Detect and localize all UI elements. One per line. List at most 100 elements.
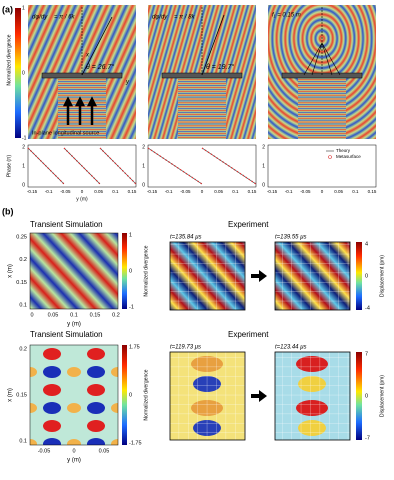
y-tick-label: 0.15: [16, 280, 27, 286]
x-tick-label: -0.1: [285, 189, 293, 194]
x-tick-label: 0: [321, 189, 324, 194]
phase-markers: [27, 147, 137, 185]
simulation-map: [29, 232, 119, 310]
x-tick-label: 0.1: [352, 189, 359, 194]
legend-entry: Metasurface: [336, 154, 361, 159]
arrow: [251, 270, 267, 282]
colorbar-tick: 0: [129, 268, 132, 274]
y-tick-label: 0.2: [19, 257, 27, 263]
simulation-map: [29, 344, 119, 446]
y-tick-label: 0.15: [16, 392, 27, 398]
x-tick-label: -0.15: [147, 189, 158, 194]
field-beam: [58, 75, 106, 139]
y-tick-label: 0.1: [19, 302, 27, 308]
legend-entry: Theory: [336, 148, 351, 153]
colorbar-tick: 7: [365, 351, 368, 357]
x-axis-label: y (m): [67, 322, 81, 328]
colorbar-tick: -1: [22, 135, 27, 141]
colorbar-tick: -1: [129, 304, 134, 310]
x-tick-label: 0.15: [368, 189, 377, 194]
colorbar: [15, 8, 21, 138]
y-tick-label: 0.1: [19, 438, 27, 444]
panel-label: (b): [2, 206, 14, 216]
field-beam: [178, 75, 226, 139]
y-tick-label: 2: [22, 144, 25, 150]
colorbar: [356, 352, 362, 440]
x-tick-label: 0.05: [334, 189, 343, 194]
y-tick-label: 2: [262, 144, 265, 150]
y-tick-label: 0: [22, 182, 25, 188]
x-tick-label: 0.05: [214, 189, 223, 194]
legend-marker: [328, 155, 332, 159]
x-tick-label: -0.05: [38, 448, 51, 454]
source-arrow: [86, 96, 98, 125]
colorbar-tick: 0: [129, 392, 132, 398]
colorbar-tick: -1.75: [129, 440, 142, 446]
section-title: Experiment: [228, 330, 269, 339]
time-label: t=135.84 μs: [170, 235, 201, 241]
colorbar-label: Normalized divergence: [143, 369, 149, 420]
ray: [81, 16, 113, 76]
y-tick-label: 0.25: [16, 234, 27, 240]
colorbar-tick: 0: [365, 393, 368, 399]
y-tick-label: 0: [142, 182, 145, 188]
x-tick-label: 0.05: [48, 312, 59, 318]
x-tick-label: 0: [30, 312, 33, 318]
colorbar-tick: 1.75: [129, 344, 140, 350]
source-label: In-plane longitudinal source: [32, 130, 99, 136]
x-tick-label: -0.1: [165, 189, 173, 194]
x-tick-label: -0.05: [300, 189, 311, 194]
x-tick-label: 0: [72, 448, 75, 454]
x-tick-label: 0: [201, 189, 204, 194]
source-arrow: [62, 96, 74, 125]
panel-label: (a): [2, 4, 13, 14]
ray: [201, 14, 225, 76]
y-tick-label: 1: [142, 163, 145, 169]
colorbar-label: Displacement (pm): [379, 375, 385, 417]
gradient-annotation: = π / 8k: [174, 15, 196, 21]
y-tick-label: 2: [142, 144, 145, 150]
x-tick-label: 0.15: [248, 189, 257, 194]
y-tick-label: 1: [22, 163, 25, 169]
gradient-annotation: dφ/dy: [152, 15, 168, 21]
x-tick-label: 0.05: [94, 189, 103, 194]
y-tick-label: 1: [262, 163, 265, 169]
colorbar-tick: 4: [365, 241, 368, 247]
colorbar-tick: 0: [365, 273, 368, 279]
section-title: Transient Simulation: [30, 330, 103, 339]
colorbar-label: Displacement (pm): [379, 255, 385, 297]
colorbar-label: Normalized divergence: [6, 34, 12, 85]
section-title: Experiment: [228, 220, 269, 229]
colorbar-tick: 0: [22, 70, 25, 76]
time-label: t=119.73 μs: [170, 345, 201, 351]
axis-label: x: [85, 53, 90, 59]
x-tick-label: -0.1: [45, 189, 53, 194]
time-label: t=123.44 μs: [275, 345, 306, 351]
phase-ylabel: Phase (π): [6, 154, 12, 177]
angle-label: θ = 26.7°: [86, 63, 114, 71]
colorbar-tick: -4: [365, 305, 370, 311]
x-tick-label: 0.1: [232, 189, 239, 194]
colorbar: [122, 233, 127, 309]
x-tick-label: 0.15: [128, 189, 137, 194]
measurement-grid: [274, 241, 351, 311]
x-tick-label: -0.05: [180, 189, 191, 194]
field-beam: [298, 75, 346, 139]
measurement-grid: [274, 351, 351, 441]
phase-plot: [147, 144, 257, 188]
x-tick-label: -0.05: [60, 189, 71, 194]
y-tick-label: 0: [262, 182, 265, 188]
x-tick-label: 0.05: [99, 448, 110, 454]
gradient-annotation: = π / 6k: [54, 15, 76, 21]
y-tick-label: 0.2: [19, 346, 27, 352]
colorbar-label: Normalized divergence: [143, 245, 149, 296]
arrow: [251, 390, 267, 402]
section-title: Transient Simulation: [30, 220, 103, 229]
measurement-grid: [169, 351, 246, 441]
phase-plot: [267, 144, 377, 188]
x-tick-label: -0.15: [27, 189, 38, 194]
focus-label: f₁ = 0.15 m: [272, 13, 301, 19]
time-label: t=139.55 μs: [275, 235, 306, 241]
